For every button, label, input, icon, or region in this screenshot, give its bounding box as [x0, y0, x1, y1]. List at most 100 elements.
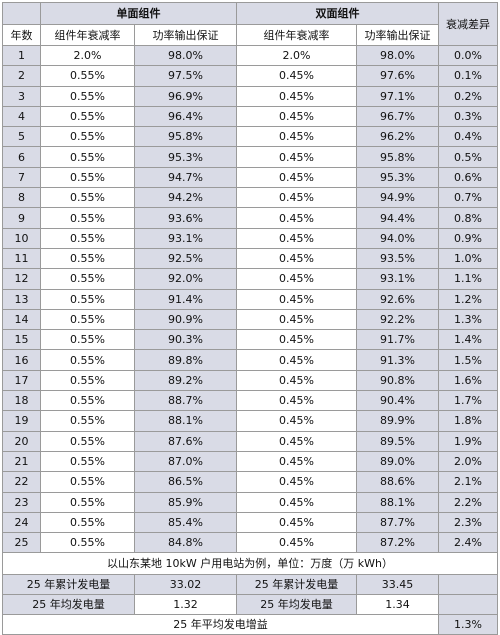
cell-bi-power: 89.0% — [356, 450, 439, 473]
cell-mono-power: 93.1% — [134, 227, 237, 249]
cell-bi-power: 91.3% — [356, 349, 439, 371]
cell-bi-power: 97.1% — [356, 85, 439, 107]
cell-mono-power: 95.8% — [134, 126, 237, 148]
cell-bi-decay: 0.45% — [236, 187, 357, 209]
cell-bi-power: 90.8% — [356, 369, 439, 392]
total-value-mono: 33.02 — [134, 574, 237, 596]
cell-diff: 1.9% — [438, 430, 498, 452]
table-row: 11 0.55% 92.5% 0.45% 93.5% 1.0% — [2, 247, 498, 270]
header-mono-power: 功率输出保证 — [134, 24, 237, 46]
cell-bi-power: 95.8% — [356, 146, 439, 168]
cell-year: 3 — [2, 85, 41, 107]
cell-diff: 1.2% — [438, 288, 498, 310]
cell-bi-power: 98.0% — [356, 44, 439, 67]
cell-year: 7 — [2, 166, 41, 189]
avg-value-bi: 1.34 — [356, 594, 439, 616]
cell-diff: 0.1% — [438, 65, 498, 87]
cell-year: 23 — [2, 491, 41, 513]
table-row: 25 0.55% 84.8% 0.45% 87.2% 2.4% — [2, 532, 498, 554]
cell-diff: 1.7% — [438, 390, 498, 412]
cell-bi-decay: 0.45% — [236, 105, 357, 128]
cell-bi-decay: 0.45% — [236, 85, 357, 107]
cell-bi-power: 89.9% — [356, 410, 439, 432]
cell-year: 6 — [2, 146, 41, 168]
note-row: 以山东某地 10kW 户用电站为例，单位：万度（万 kWh） — [2, 552, 498, 576]
table-row: 24 0.55% 85.4% 0.45% 87.7% 2.3% — [2, 511, 498, 534]
header-blank-cell — [2, 2, 41, 25]
cell-mono-decay: 0.55% — [40, 288, 135, 310]
cell-bi-decay: 0.45% — [236, 410, 357, 432]
table-row: 12 0.55% 92.0% 0.45% 93.1% 1.1% — [2, 268, 498, 290]
gain-label: 25 年平均发电增益 — [2, 614, 439, 635]
cell-bi-power: 88.6% — [356, 471, 439, 493]
cell-diff: 0.2% — [438, 85, 498, 107]
cell-mono-decay: 0.55% — [40, 166, 135, 189]
table-row: 9 0.55% 93.6% 0.45% 94.4% 0.8% — [2, 207, 498, 229]
avg-empty-cell — [438, 594, 498, 616]
cell-mono-power: 85.9% — [134, 491, 237, 513]
cell-bi-decay: 0.45% — [236, 491, 357, 513]
cell-bi-decay: 0.45% — [236, 126, 357, 148]
cell-bi-decay: 0.45% — [236, 329, 357, 351]
cell-mono-power: 94.2% — [134, 187, 237, 209]
cell-mono-power: 92.0% — [134, 268, 237, 290]
cell-diff: 1.4% — [438, 329, 498, 351]
cell-bi-decay: 0.45% — [236, 288, 357, 310]
table-row: 22 0.55% 86.5% 0.45% 88.6% 2.1% — [2, 471, 498, 493]
cell-diff: 2.3% — [438, 511, 498, 534]
table-row: 23 0.55% 85.9% 0.45% 88.1% 2.2% — [2, 491, 498, 513]
total-label-bi: 25 年累计发电量 — [236, 574, 357, 596]
cell-mono-decay: 0.55% — [40, 491, 135, 513]
cell-year: 17 — [2, 369, 41, 392]
header-row-groups: 单面组件 双面组件 衰减差异 — [2, 2, 498, 46]
cell-mono-decay: 0.55% — [40, 146, 135, 168]
header-year: 年数 — [2, 24, 41, 46]
table-row: 13 0.55% 91.4% 0.45% 92.6% 1.2% — [2, 288, 498, 310]
cell-diff: 0.7% — [438, 187, 498, 209]
table-row: 14 0.55% 90.9% 0.45% 92.2% 1.3% — [2, 308, 498, 331]
cell-bi-decay: 0.45% — [236, 430, 357, 452]
cell-diff: 2.4% — [438, 532, 498, 554]
table-row: 19 0.55% 88.1% 0.45% 89.9% 1.8% — [2, 410, 498, 432]
avg-value-mono: 1.32 — [134, 594, 237, 616]
cell-bi-power: 94.0% — [356, 227, 439, 249]
cell-bi-decay: 0.45% — [236, 369, 357, 392]
cell-mono-decay: 0.55% — [40, 207, 135, 229]
cell-mono-power: 96.9% — [134, 85, 237, 107]
cell-bi-power: 87.7% — [356, 511, 439, 534]
cell-bi-power: 93.1% — [356, 268, 439, 290]
cell-year: 22 — [2, 471, 41, 493]
cell-year: 9 — [2, 207, 41, 229]
cell-bi-power: 97.6% — [356, 65, 439, 87]
note-cell: 以山东某地 10kW 户用电站为例，单位：万度（万 kWh） — [2, 552, 498, 576]
table-row: 10 0.55% 93.1% 0.45% 94.0% 0.9% — [2, 227, 498, 249]
table-row: 7 0.55% 94.7% 0.45% 95.3% 0.6% — [2, 166, 498, 189]
cell-mono-power: 95.3% — [134, 146, 237, 168]
gain-value: 1.3% — [438, 614, 498, 635]
cell-year: 10 — [2, 227, 41, 249]
cell-mono-decay: 0.55% — [40, 187, 135, 209]
cell-bi-power: 93.5% — [356, 247, 439, 270]
cell-mono-decay: 0.55% — [40, 349, 135, 371]
cell-mono-power: 98.0% — [134, 44, 237, 67]
cell-bi-decay: 0.45% — [236, 166, 357, 189]
cell-diff: 1.3% — [438, 308, 498, 331]
avg-label-mono: 25 年均发电量 — [2, 594, 135, 616]
cell-year: 16 — [2, 349, 41, 371]
cell-diff: 1.0% — [438, 247, 498, 270]
cell-diff: 0.0% — [438, 44, 498, 67]
cell-bi-decay: 0.45% — [236, 207, 357, 229]
table-row: 21 0.55% 87.0% 0.45% 89.0% 2.0% — [2, 450, 498, 473]
cell-mono-power: 88.7% — [134, 390, 237, 412]
cell-bi-decay: 0.45% — [236, 390, 357, 412]
cell-bi-decay: 0.45% — [236, 247, 357, 270]
cell-year: 12 — [2, 268, 41, 290]
header-bifacial-group: 双面组件 — [236, 2, 439, 25]
cell-bi-decay: 0.45% — [236, 450, 357, 473]
cell-year: 5 — [2, 126, 41, 148]
cell-year: 2 — [2, 65, 41, 87]
cell-diff: 0.3% — [438, 105, 498, 128]
cell-diff: 1.5% — [438, 349, 498, 371]
cell-bi-decay: 0.45% — [236, 65, 357, 87]
